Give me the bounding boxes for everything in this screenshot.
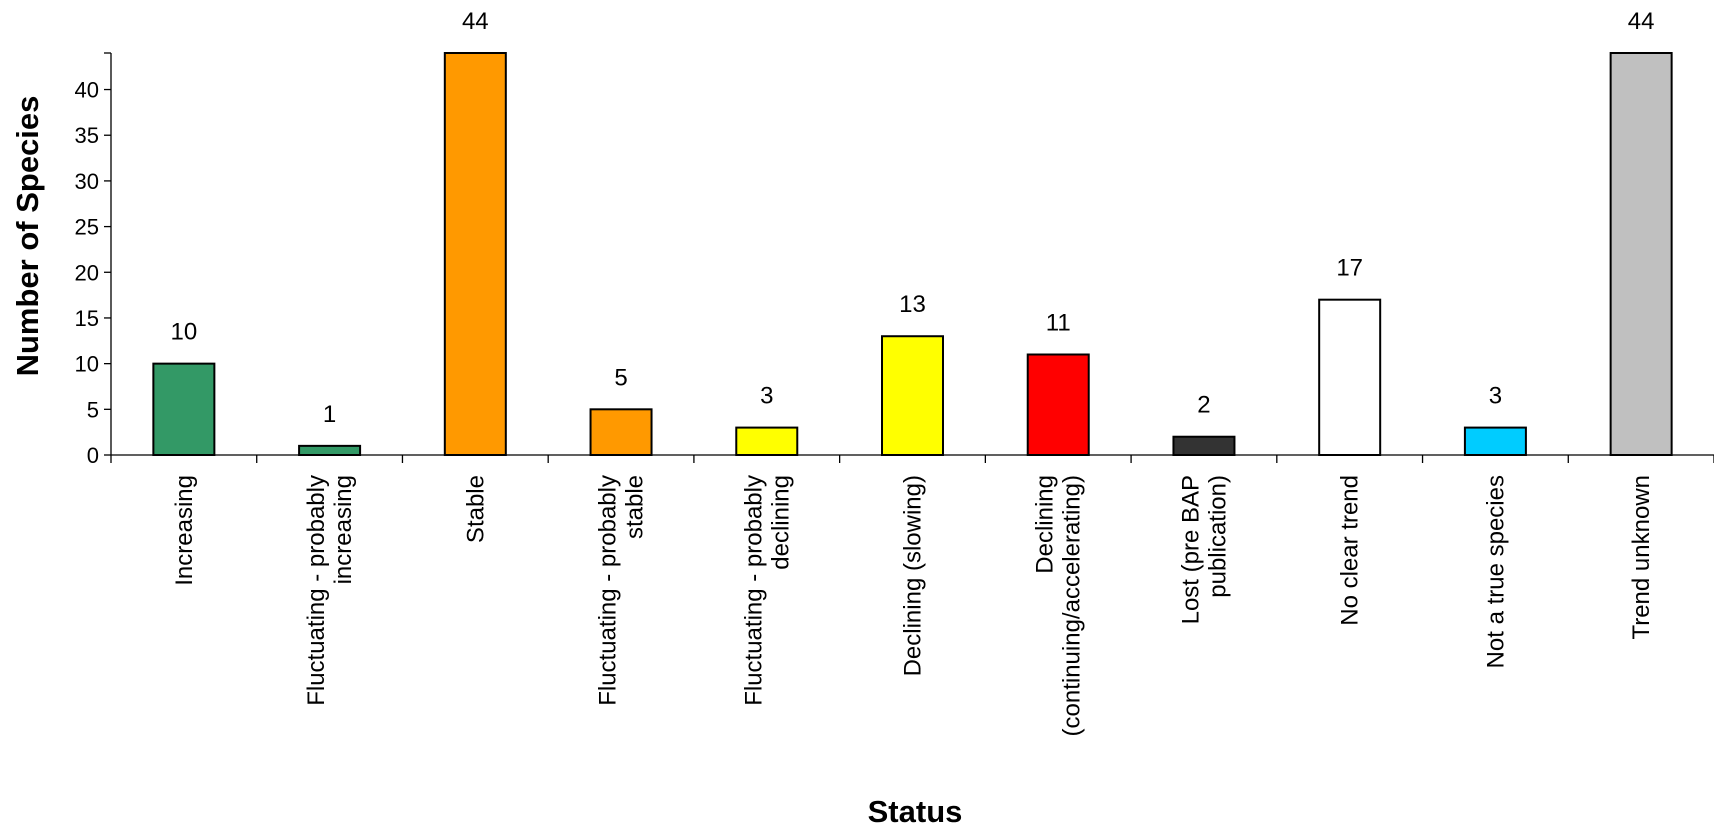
bar [735, 426, 799, 457]
y-tick-label: 20 [75, 260, 99, 285]
category-label-line: Fluctuating - probably [740, 475, 767, 706]
data-label: 44 [462, 8, 489, 35]
y-tick-label: 5 [87, 397, 99, 422]
data-label: 3 [760, 383, 773, 410]
category-label-line: increasing [330, 475, 357, 584]
y-tick-label: 30 [75, 169, 99, 194]
data-label: 11 [1046, 310, 1071, 337]
data-label: 44 [1628, 8, 1655, 35]
bars-group [152, 52, 1673, 457]
data-label: 10 [171, 319, 198, 346]
data-label: 3 [1489, 383, 1502, 410]
category-label-line: Fluctuating - probably [303, 475, 330, 706]
category-label-line: No clear trend [1337, 475, 1364, 626]
data-label: 5 [614, 364, 627, 391]
y-tick-label: 15 [75, 306, 99, 331]
category-label: Trend unknown [1628, 475, 1655, 640]
category-label: No clear trend [1337, 475, 1364, 626]
data-label: 2 [1197, 392, 1210, 419]
category-label-line: stable [622, 475, 649, 539]
y-tick-label: 40 [75, 78, 99, 103]
category-label: Increasing [171, 475, 198, 586]
y-axis: 0 5 10 15 20 25 30 35 40 [75, 52, 112, 468]
bar [1609, 52, 1673, 456]
bar [1463, 426, 1527, 457]
x-axis [110, 454, 1714, 463]
x-axis-title: Status [868, 794, 963, 828]
category-label: Declining (slowing) [900, 475, 927, 676]
category-label-line: Stable [462, 475, 489, 543]
category-label: Not a true species [1482, 475, 1509, 668]
category-label-line: Increasing [171, 475, 198, 586]
y-tick-label: 25 [75, 215, 99, 240]
category-label: Fluctuating - probably declining [740, 475, 794, 706]
y-axis-title: Number of Species [10, 96, 45, 377]
category-label: Lost (pre BAP publication) [1177, 475, 1231, 624]
category-label: Fluctuating - probably increasing [303, 475, 357, 706]
category-label-line: Lost (pre BAP [1177, 475, 1204, 624]
data-label: 17 [1336, 255, 1363, 282]
bar [589, 408, 653, 456]
category-label: Fluctuating - probably stable [595, 475, 649, 706]
category-label: Stable [462, 475, 489, 543]
data-labels-group: 10 1 44 5 3 13 11 2 17 3 44 [171, 8, 1655, 428]
bar [881, 335, 944, 456]
bar [152, 362, 216, 456]
category-label-line: Declining [1032, 475, 1059, 574]
bar [1318, 298, 1382, 456]
bar [298, 444, 362, 457]
data-label: 1 [323, 401, 336, 428]
y-tick-label: 0 [87, 443, 99, 468]
category-label-line: Trend unknown [1628, 475, 1655, 640]
bar [1172, 435, 1236, 456]
bar [443, 52, 507, 456]
category-label-line: publication) [1204, 475, 1231, 598]
y-tick-label: 35 [75, 123, 99, 148]
category-labels-group: Increasing Fluctuating - probably increasi… [171, 475, 1655, 736]
category-label-line: (continuing/accelerating) [1059, 475, 1086, 736]
category-label-line: Declining (slowing) [900, 475, 927, 676]
category-label: Declining (continuing/accelerating) [1032, 475, 1086, 736]
category-label-line: Fluctuating - probably [595, 475, 622, 706]
category-label-line: declining [767, 475, 794, 570]
data-label: 13 [899, 291, 926, 318]
bar [1026, 353, 1090, 456]
category-label-line: Not a true species [1482, 475, 1509, 668]
y-tick-label: 10 [75, 352, 99, 377]
